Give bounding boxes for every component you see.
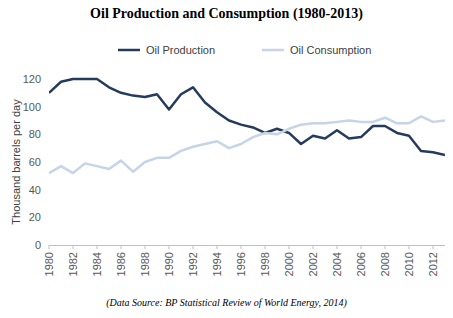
y-tick-label: 0 bbox=[35, 239, 41, 251]
x-axis-line bbox=[49, 245, 445, 246]
x-tick bbox=[217, 245, 218, 249]
x-tick bbox=[241, 245, 242, 249]
chart: Oil Production and Consumption (1980-201… bbox=[0, 0, 453, 318]
x-tick bbox=[313, 245, 314, 249]
series-line bbox=[49, 116, 445, 173]
x-tick-label: 1992 bbox=[187, 252, 199, 276]
x-tick bbox=[361, 245, 362, 249]
x-tick bbox=[289, 245, 290, 249]
x-tick-label: 2006 bbox=[355, 252, 367, 276]
x-tick bbox=[409, 245, 410, 249]
legend-label: Oil Production bbox=[146, 44, 215, 56]
x-tick-label: 1994 bbox=[211, 252, 223, 276]
x-tick bbox=[121, 245, 122, 249]
x-tick-label: 1980 bbox=[43, 252, 55, 276]
y-tick-label: 100 bbox=[23, 101, 41, 113]
x-tick-label: 1982 bbox=[67, 252, 79, 276]
y-tick-label: 120 bbox=[23, 73, 41, 85]
x-tick-label: 1984 bbox=[91, 252, 103, 276]
x-tick bbox=[385, 245, 386, 249]
x-tick bbox=[73, 245, 74, 249]
x-tick-label: 2000 bbox=[283, 252, 295, 276]
x-tick bbox=[433, 245, 434, 249]
title: Oil Production and Consumption (1980-201… bbox=[90, 6, 363, 22]
y-tick-label: 80 bbox=[29, 128, 41, 140]
x-tick bbox=[97, 245, 98, 249]
x-tick-label: 1986 bbox=[115, 252, 127, 276]
x-tick-label: 2010 bbox=[403, 252, 415, 276]
x-tick-label: 1990 bbox=[163, 252, 175, 276]
plot-area bbox=[49, 79, 445, 173]
x-tick bbox=[337, 245, 338, 249]
x-tick-label: 1988 bbox=[139, 252, 151, 276]
x-tick bbox=[145, 245, 146, 249]
x-tick bbox=[169, 245, 170, 249]
x-tick-label: 1998 bbox=[259, 252, 271, 276]
legend-swatch bbox=[118, 49, 140, 52]
x-tick-label: 2002 bbox=[307, 252, 319, 276]
y-tick-label: 60 bbox=[29, 156, 41, 168]
x-tick bbox=[193, 245, 194, 249]
y-axis-label: Thousand barrels per day bbox=[10, 99, 22, 225]
y-tick-label: 40 bbox=[29, 184, 41, 196]
legend-label: Oil Consumption bbox=[290, 44, 371, 56]
x-tick-label: 2012 bbox=[427, 252, 439, 276]
y-tick-label: 20 bbox=[29, 211, 41, 223]
x-tick bbox=[49, 245, 50, 249]
x-tick-label: 1996 bbox=[235, 252, 247, 276]
legend-swatch bbox=[262, 49, 284, 52]
x-tick-label: 2004 bbox=[331, 252, 343, 276]
x-tick bbox=[265, 245, 266, 249]
source-note: (Data Source: BP Statistical Review of W… bbox=[106, 297, 347, 309]
x-tick-label: 2008 bbox=[379, 252, 391, 276]
